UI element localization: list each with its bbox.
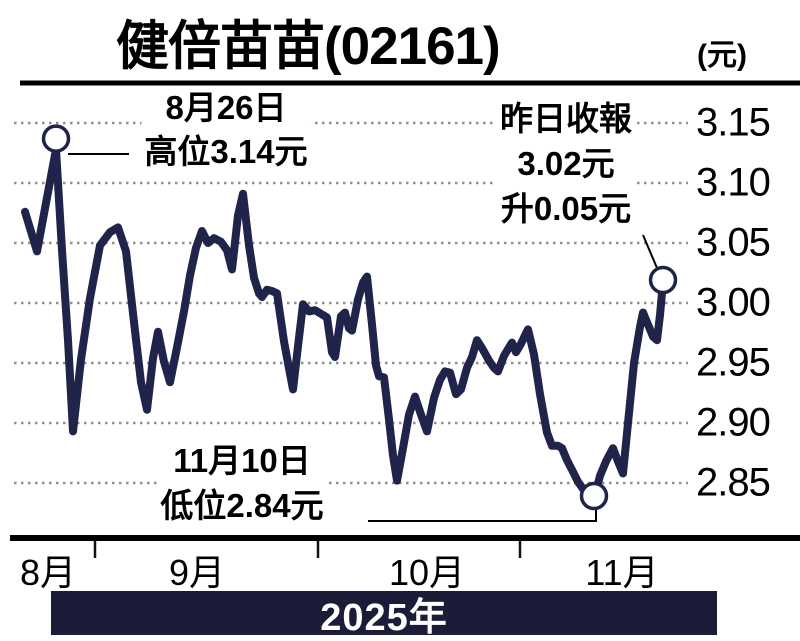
x-axis-month-label: 11月 <box>585 552 659 593</box>
close-annotation-price: 3.02元 <box>517 145 615 182</box>
high-marker <box>41 124 71 153</box>
close-marker <box>648 265 678 295</box>
low-leader-line <box>368 509 597 522</box>
chart-title: 健倍苗苗(02161) <box>116 17 501 76</box>
y-axis-label: 3.15 <box>696 100 771 145</box>
high-annotation-price: 高位3.14元 <box>144 133 308 170</box>
low-annotation: 11月10日 低位2.84元 <box>157 438 327 528</box>
low-annotation-date: 11月10日 <box>173 442 311 479</box>
close-annotation-label: 昨日收報 <box>500 100 632 137</box>
high-annotation: 8月26日 高位3.14元 <box>141 86 311 174</box>
y-axis-label: 3.05 <box>696 220 771 265</box>
price-unit-label: (元) <box>697 39 747 72</box>
year-label: 2025年 <box>320 596 448 639</box>
y-axis-label: 2.85 <box>696 460 771 505</box>
y-axis-label: 3.10 <box>696 160 771 205</box>
close-leader-line <box>642 234 658 269</box>
low-annotation-price: 低位2.84元 <box>160 487 324 524</box>
x-axis-month-label: 9月 <box>168 552 226 593</box>
year-band: 2025年 <box>51 591 717 639</box>
x-axis-month-label: 10月 <box>388 552 466 593</box>
low-marker <box>579 481 609 511</box>
x-axis-month-label: 8月 <box>19 552 77 593</box>
high-annotation-date: 8月26日 <box>165 89 287 126</box>
close-annotation: 昨日收報 3.02元 升0.05元 <box>497 96 635 231</box>
close-annotation-change: 升0.05元 <box>500 190 632 227</box>
y-axis-label: 2.95 <box>696 340 771 385</box>
y-axis-label: 3.00 <box>696 280 771 325</box>
y-axis-label: 2.90 <box>696 400 771 445</box>
price-line <box>21 145 667 499</box>
